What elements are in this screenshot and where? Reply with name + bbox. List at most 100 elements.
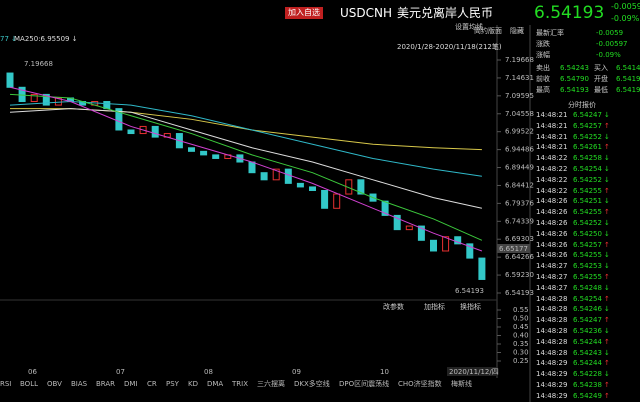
indicator-tab[interactable]: PSY (166, 380, 179, 388)
tick-time: 14:48:27 (536, 283, 568, 292)
y-tick-label: 6.59230 (505, 271, 534, 279)
tick-price: 6.54244 (573, 359, 602, 368)
tick-time: 14:48:26 (536, 229, 568, 238)
legend: 77 ↓ (0, 35, 17, 43)
x-tick-label: 08 (204, 368, 213, 376)
tick-arrow: ↓ (604, 370, 610, 379)
indicator-tab[interactable]: CHO济坚指数 (398, 380, 442, 388)
indicator-tab[interactable]: 三六摆离 (257, 380, 285, 388)
candle (442, 236, 450, 252)
tick-price: 6.54254 (573, 294, 602, 303)
tick-price: 6.54247 (573, 111, 602, 119)
tick-price: 6.54238 (573, 381, 602, 389)
sub-y-tick-label: 0.35 (513, 340, 529, 348)
ma-line (10, 108, 482, 151)
tick-arrow: ↑ (604, 359, 610, 368)
indicator-tab[interactable]: KD (188, 380, 198, 388)
indicator-tab[interactable]: DPO区间震荡线 (339, 380, 390, 388)
quote-value: 6.54790 (560, 75, 589, 83)
last-price: 6.54193 (534, 3, 605, 23)
candle (296, 182, 304, 188)
legend: MA250:6.95509 ↓ (14, 35, 78, 43)
tick-arrow: ↓ (604, 305, 610, 314)
indicator-tab[interactable]: OBV (47, 380, 62, 388)
indicator-tab[interactable]: RSI (0, 380, 12, 388)
tick-arrow: ↓ (604, 262, 610, 271)
swap-indicator[interactable]: 换指标 (460, 303, 481, 311)
indicator-tab[interactable]: BIAS (71, 380, 88, 388)
tick-time: 14:48:26 (536, 197, 568, 206)
indicator-tab[interactable]: DKX多空线 (294, 380, 330, 388)
quote-value: 6.54243 (560, 64, 589, 72)
tick-price: 6.54246 (573, 305, 602, 314)
tick-price: 6.54255 (573, 186, 602, 195)
tick-time: 14:48:22 (536, 154, 568, 163)
y-tick-label: 7.09595 (505, 92, 534, 100)
candle (321, 189, 329, 209)
tick-arrow: ↑ (604, 337, 610, 346)
edit-params[interactable]: 改参数 (383, 303, 404, 311)
sub-y-tick-label: 0.45 (513, 323, 529, 331)
cross-label: 6.65177 (499, 245, 528, 253)
indicator-tab[interactable]: DMI (124, 380, 138, 388)
tick-arrow: ↓ (604, 219, 610, 227)
x-tick-label: 09 (292, 368, 301, 376)
quote-label: 最高 (536, 86, 550, 94)
indicator-tab[interactable]: TRIX (232, 380, 248, 388)
tick-time: 14:48:22 (536, 165, 568, 173)
tick-time: 14:48:29 (536, 391, 568, 400)
candle (212, 154, 220, 159)
tick-time: 14:48:22 (536, 175, 568, 184)
tick-arrow: ↑ (604, 186, 610, 195)
y-tick-label: 7.19668 (505, 56, 534, 64)
tick-arrow: ↑ (604, 294, 610, 303)
quote-label: 最低 (594, 86, 608, 94)
tick-arrow: ↑ (604, 143, 610, 152)
change: -0.0059 (611, 2, 640, 11)
candle (127, 129, 135, 135)
indicator-tab[interactable]: BOLL (20, 380, 38, 388)
candle (6, 72, 14, 88)
tick-time: 14:48:29 (536, 359, 568, 368)
tick-price: 6.54257 (573, 121, 602, 130)
tick-arrow: ↑ (604, 316, 610, 325)
x-tick-label: 10 (380, 368, 389, 376)
tick-arrow: ↓ (604, 197, 610, 206)
indicator-tab[interactable]: CR (147, 380, 157, 388)
range: 2020/1/28-2020/11/18(212笔) (397, 43, 502, 51)
tick-arrow: ↑ (604, 121, 610, 130)
tick-price: 6.54254 (573, 165, 602, 173)
indicator-tab[interactable]: BRAR (96, 380, 116, 388)
quote-value: 6.5419 (616, 86, 640, 94)
ma-line (9, 93, 483, 241)
tick-price: 6.54248 (573, 283, 602, 292)
candle (478, 257, 486, 280)
summary-label: 涨跌 (536, 40, 550, 48)
candle (454, 236, 462, 245)
tick-price: 6.54255 (573, 251, 602, 260)
tick-arrow: ↑ (604, 273, 610, 281)
y-tick-label: 6.74339 (505, 217, 534, 225)
candle (405, 225, 413, 231)
candle (393, 214, 401, 231)
tick-price: 6.54249 (573, 391, 602, 400)
candle (417, 225, 425, 241)
indicator-tab[interactable]: DMA (207, 380, 224, 388)
tick-arrow: ↓ (604, 154, 610, 163)
simple-layout[interactable]: 简约版面 (474, 27, 502, 35)
ma-line (9, 86, 483, 252)
indicator-tab[interactable]: 梅斯线 (451, 380, 472, 388)
candle (309, 186, 316, 191)
y-tick-label: 6.99522 (505, 128, 534, 136)
tick-time: 14:48:29 (536, 381, 568, 389)
tick-time: 14:48:26 (536, 240, 568, 249)
add-indicator[interactable]: 加指标 (424, 303, 445, 311)
tick-time: 14:48:28 (536, 316, 568, 325)
tick-price: 6.54257 (573, 240, 602, 249)
quote-value: 6.54193 (560, 86, 589, 94)
quote-label: 前收 (536, 75, 550, 83)
add-watch-button[interactable]: 加入自选 (285, 7, 323, 19)
hide[interactable]: 隐藏 (510, 27, 524, 35)
tick-price: 6.54258 (573, 154, 602, 163)
y-tick-label: 6.89449 (505, 164, 534, 172)
